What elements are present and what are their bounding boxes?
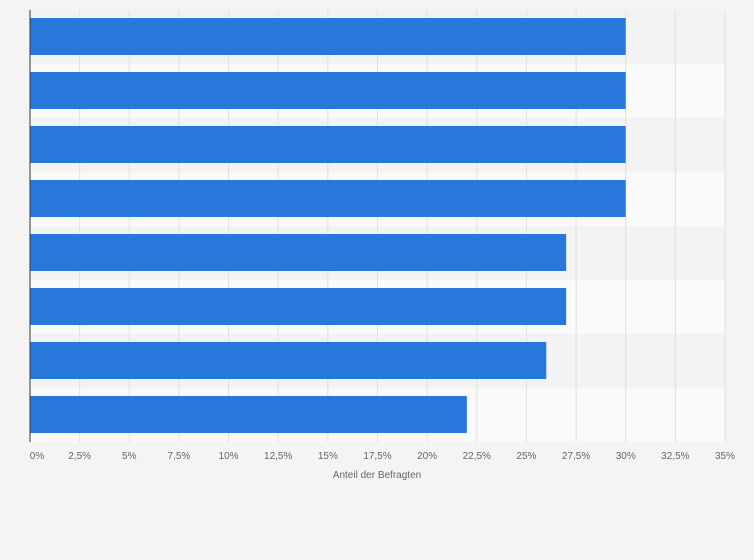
x-tick-label: 30% [616, 451, 636, 462]
x-tick-label: 5% [122, 451, 137, 462]
x-tick-label: 2,5% [68, 451, 91, 462]
bar [30, 288, 567, 325]
bars [30, 18, 626, 433]
x-tick-label: 15% [318, 451, 338, 462]
x-tick-label: 32,5% [661, 451, 689, 462]
bar [30, 18, 626, 55]
x-tick-label: 10% [219, 451, 239, 462]
x-tick-label: 7,5% [168, 451, 191, 462]
bar [30, 72, 626, 109]
bar [30, 234, 567, 271]
x-tick-label: 35% [715, 451, 735, 462]
x-tick-label: 25% [516, 451, 536, 462]
bar [30, 180, 626, 217]
x-tick-label: 17,5% [363, 451, 391, 462]
x-axis-title: Anteil der Befragten [333, 470, 421, 481]
x-axis-tick-labels: 0% 2,5% 5% 7,5% 10% 12,5% 15% 17,5% 20% 22,5% 25% 2… [30, 451, 735, 462]
bar [30, 342, 547, 379]
x-tick-label: 0% [30, 451, 45, 462]
bar [30, 396, 467, 433]
x-tick-label: 27,5% [562, 451, 590, 462]
bar [30, 126, 626, 163]
x-tick-label: 22,5% [463, 451, 491, 462]
x-tick-label: 20% [417, 451, 437, 462]
x-tick-label: 12,5% [264, 451, 292, 462]
